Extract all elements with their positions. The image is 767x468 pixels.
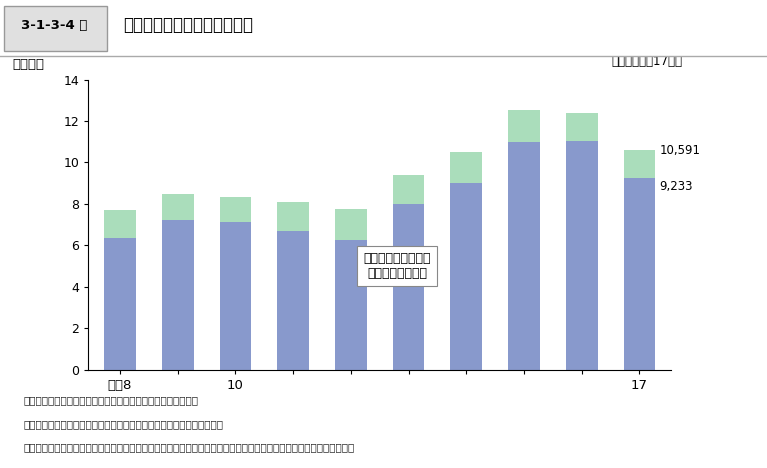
Bar [508,110,540,142]
Bar [393,204,424,370]
Bar [566,113,597,141]
Bar [624,178,655,370]
Bar [104,238,136,370]
FancyBboxPatch shape [4,6,107,51]
Text: 10,591: 10,591 [660,144,700,157]
Bar [624,150,655,178]
Bar [450,183,482,370]
Text: うち通訳・翻訳人の
付いた外国人事件: うち通訳・翻訳人の 付いた外国人事件 [364,252,431,280]
Bar [508,142,540,370]
Bar [104,210,136,238]
Bar [277,202,309,231]
Text: ２　地方裁判所及び簡易裁判所の通常第一審における人員である。: ２ 地方裁判所及び簡易裁判所の通常第一審における人員である。 [23,419,223,429]
Bar [450,152,482,183]
Bar [219,197,252,221]
Bar [162,220,193,370]
Text: 外国人事件の有罪人員の推移: 外国人事件の有罪人員の推移 [123,16,252,34]
Bar [335,209,367,240]
Text: ３　「通訳・翻訳人の付いた外国人事件」は，証人についてのみ通訳人（手話を含む。）が付いた場合等を含む。: ３ 「通訳・翻訳人の付いた外国人事件」は，証人についてのみ通訳人（手話を含む。）… [23,442,354,452]
Bar [219,221,252,370]
Bar [162,194,193,220]
Bar [277,231,309,370]
Text: 3-1-3-4 図: 3-1-3-4 図 [21,19,87,32]
Bar [566,141,597,370]
Bar [335,240,367,370]
Text: （千人）: （千人） [12,58,44,71]
Bar [393,175,424,204]
Text: （平成８年〜17年）: （平成８年〜17年） [612,55,683,68]
Text: 注　１　司法統計年報及び最高裁判所事務総局の資料による。: 注 １ 司法統計年報及び最高裁判所事務総局の資料による。 [23,395,198,405]
Text: 9,233: 9,233 [660,181,693,193]
